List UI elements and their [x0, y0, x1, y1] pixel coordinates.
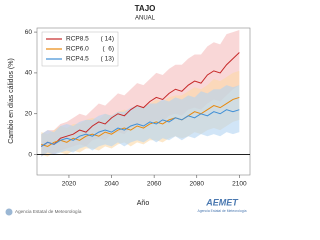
- x-tick-label: 2040: [104, 181, 119, 188]
- series-line: [41, 96, 240, 147]
- series-line: [40, 52, 240, 147]
- series-line: [40, 109, 240, 147]
- legend-note: ( 6): [102, 46, 114, 53]
- x-tick-label: 2020: [62, 181, 77, 188]
- y-tick-label: 20: [25, 110, 33, 117]
- x-tick-label: 2100: [232, 181, 247, 188]
- legend-label: RCP8.5: [66, 36, 89, 43]
- uncertainty-band: [41, 85, 240, 157]
- logo: AEMET: [205, 197, 239, 207]
- chart-title: TAJO: [135, 4, 156, 13]
- y-tick-label: 60: [25, 29, 33, 36]
- y-tick-label: 0: [28, 151, 32, 158]
- x-tick-label: 2060: [147, 181, 162, 188]
- x-axis-label: Año: [137, 200, 150, 207]
- legend-label: RCP4.5: [66, 56, 89, 63]
- legend-label: RCP6.0: [66, 46, 89, 53]
- agency-icon: [5, 208, 13, 216]
- y-tick-label: 40: [25, 70, 33, 77]
- x-tick-label: 2080: [190, 181, 205, 188]
- y-axis-label: Cambio en días cálidos (%): [8, 58, 15, 144]
- legend-note: ( 14): [101, 36, 114, 43]
- logo-subtitle: Agencia Estatal de Meteorología: [197, 209, 246, 213]
- agency-name: Agencia Estatal de Meteorología: [15, 209, 82, 214]
- legend-note: ( 13): [101, 56, 114, 63]
- chart-subtitle: ANUAL: [135, 16, 156, 22]
- chart: TAJO ANUAL Cambio en días cálidos (%) Añ…: [5, 4, 251, 216]
